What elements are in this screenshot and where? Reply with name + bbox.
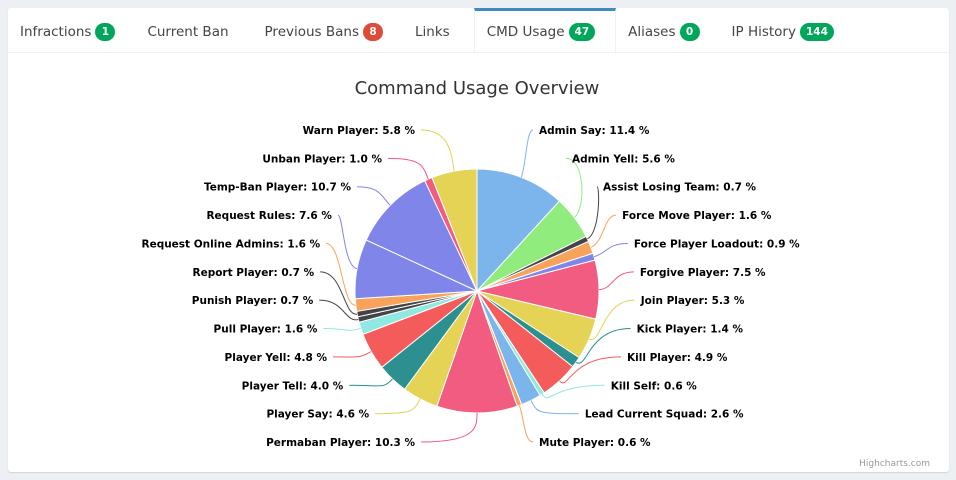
tab-count-badge: 8 (363, 22, 383, 41)
label-connector (325, 242, 356, 306)
label-connector (333, 351, 372, 358)
tab-label: Aliases (628, 23, 676, 40)
slice-data-label: Unban Player: 1.0 % (262, 153, 382, 165)
slice-data-label: Request Rules: 7.6 % (206, 210, 332, 222)
tab-count-badge: 47 (568, 22, 596, 41)
slice-data-label: Permaban Player: 10.3 % (266, 437, 415, 449)
slice-data-label: Force Move Player: 1.6 % (622, 210, 772, 222)
command-usage-pie-chart: Command Usage Overview Admin Say: 11.4 %… (141, 78, 930, 469)
tab-label: Infractions (20, 23, 92, 40)
tab-label: CMD Usage (486, 23, 565, 40)
slice-data-label: Report Player: 0.7 % (193, 267, 315, 279)
label-connector (530, 400, 579, 415)
tab-label: Links (415, 23, 450, 40)
tab-label: Current Ban (147, 23, 229, 40)
tab-infractions[interactable]: Infractions 1 (8, 8, 135, 52)
tab-label: Previous Bans (264, 23, 359, 40)
slice-data-label: Assist Losing Team: 0.7 % (603, 182, 757, 194)
tab-previous-bans[interactable]: Previous Bans 8 (253, 8, 403, 52)
slice-data-label: Pull Player: 1.6 % (214, 324, 318, 336)
slice-data-label: Temp-Ban Player: 10.7 % (204, 182, 352, 194)
tab-ip-history[interactable]: IP History 144 (720, 8, 854, 52)
label-connector (387, 157, 429, 180)
label-connector (420, 412, 478, 443)
slice-data-label: Force Player Loadout: 0.9 % (634, 238, 800, 250)
label-connector (590, 214, 617, 248)
slice-data-label: Request Online Admins: 1.6 % (141, 238, 320, 250)
slice-data-label: Kill Player: 4.9 % (627, 352, 728, 364)
tab-count-badge: 1 (95, 22, 116, 41)
tab-current-ban[interactable]: Current Ban (135, 8, 252, 52)
tab-bar: Infractions 1 Current Ban Previous Bans 8 Lin… (8, 8, 949, 53)
slice-data-label: Forgive Player: 7.5 % (640, 267, 766, 279)
label-connector (420, 129, 455, 172)
command-usage-panel: Infractions 1 Current Ban Previous Bans 8 Lin… (8, 8, 949, 472)
slice-data-label: Player Tell: 4.0 % (242, 380, 344, 392)
slice-data-label: Mute Player: 0.6 % (539, 437, 651, 449)
label-connector (587, 186, 600, 240)
tab-label: IP History (731, 23, 796, 40)
slice-data-label: Player Yell: 4.8 % (225, 352, 328, 364)
tab-count-badge: 144 (799, 22, 834, 41)
label-connector (541, 384, 605, 399)
label-connector (320, 271, 358, 315)
slice-data-label: Admin Say: 11.4 % (539, 125, 650, 137)
tab-links[interactable]: Links (403, 8, 474, 52)
slice-data-label: Player Say: 4.6 % (266, 409, 369, 421)
tab-cmd-usage[interactable]: CMD Usage 47 (473, 8, 617, 52)
label-connector (357, 186, 391, 206)
highcharts-credit[interactable]: Highcharts.com (859, 459, 930, 469)
pie-slices (354, 168, 600, 414)
label-connector (559, 356, 621, 384)
pie-slice[interactable] (436, 289, 518, 414)
tab-count-badge: 0 (679, 22, 700, 41)
chart-title: Command Usage Overview (355, 78, 600, 99)
slice-data-label: Lead Current Squad: 2.6 % (585, 409, 744, 421)
label-connector (349, 378, 393, 387)
label-connector (319, 299, 359, 321)
label-connector (565, 157, 583, 218)
slice-data-label: Kick Player: 1.4 % (637, 324, 744, 336)
slice-data-label: Warn Player: 5.8 % (303, 125, 416, 137)
label-connector (323, 327, 362, 331)
pie-slice[interactable] (431, 168, 478, 292)
label-connector (598, 271, 634, 291)
pie-labels: Admin Say: 11.4 % Admin Yell: 5.6 % Assist… (141, 125, 800, 449)
label-connector (593, 242, 628, 258)
label-connector (588, 299, 635, 340)
label-connector (337, 214, 358, 270)
label-connector (518, 405, 534, 443)
slice-data-label: Kill Self: 0.6 % (611, 380, 698, 392)
label-connector (520, 129, 534, 178)
slice-data-label: Punish Player: 0.7 % (192, 295, 314, 307)
slice-data-label: Admin Yell: 5.6 % (572, 153, 675, 165)
tab-aliases[interactable]: Aliases 0 (616, 8, 719, 52)
label-connector (575, 328, 631, 364)
slice-data-label: Join Player: 5.3 % (640, 295, 745, 307)
label-connector (375, 398, 421, 415)
